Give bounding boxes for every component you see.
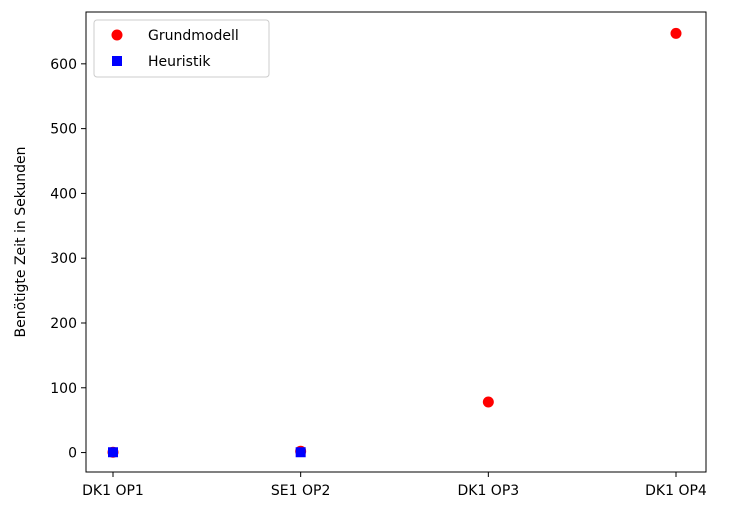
data-points xyxy=(107,27,682,458)
y-tick-label: 100 xyxy=(50,381,77,397)
legend-marker xyxy=(111,29,123,41)
x-axis-ticks: DK1 OP1 SE1 OP2 DK1 OP3 DK1 OP4 xyxy=(82,472,707,499)
legend: Grundmodell Heuristik xyxy=(93,19,270,78)
data-point-grundmodell xyxy=(670,27,682,39)
x-tick-label: DK1 OP4 xyxy=(645,483,707,499)
legend-box xyxy=(93,19,270,78)
y-tick-label: 200 xyxy=(50,316,77,332)
x-tick-label: SE1 OP2 xyxy=(271,483,330,499)
legend-label: Heuristik xyxy=(148,54,211,70)
y-tick-label: 0 xyxy=(68,446,77,462)
y-axis-label: Benötigte Zeit in Sekunden xyxy=(13,146,29,337)
data-point-heuristik xyxy=(108,447,118,458)
legend-label: Grundmodell xyxy=(148,28,239,44)
y-axis-ticks: 0 100 200 300 400 500 600 xyxy=(50,57,86,462)
y-tick-label: 500 xyxy=(50,122,77,138)
y-tick-label: 400 xyxy=(50,186,77,202)
y-tick-label: 600 xyxy=(50,57,77,73)
x-tick-label: DK1 OP3 xyxy=(457,483,519,499)
data-point-grundmodell xyxy=(482,396,494,408)
data-point-heuristik xyxy=(295,447,306,458)
y-tick-label: 300 xyxy=(50,251,77,267)
x-tick-label: DK1 OP1 xyxy=(82,483,144,499)
plot-area xyxy=(85,11,707,473)
legend-marker xyxy=(112,56,122,66)
